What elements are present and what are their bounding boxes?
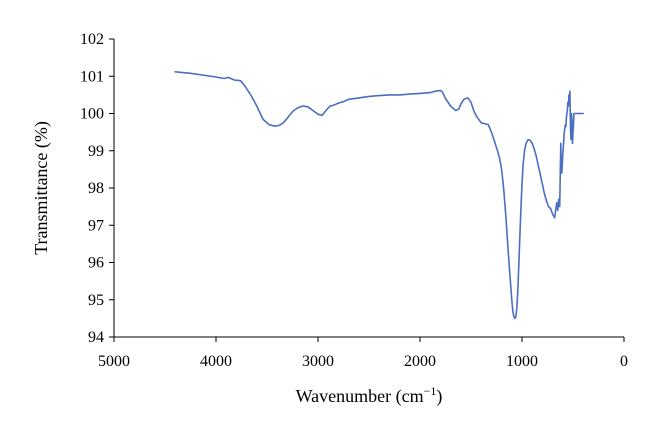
x-tick-label: 3000 (302, 353, 334, 370)
y-tick-label: 97 (88, 217, 104, 234)
y-tick-label: 98 (88, 180, 104, 197)
x-axis-title: Wavenumber (cm−1) (296, 384, 443, 407)
y-tick-label: 95 (88, 292, 104, 309)
x-tick-label: 4000 (200, 353, 232, 370)
y-tick-label: 102 (80, 31, 104, 48)
y-ticks: 94 95 96 97 98 99 100 101 102 (80, 31, 114, 346)
y-tick-label: 101 (80, 68, 104, 85)
x-axis-title-text: Wavenumber (cm (296, 386, 424, 407)
y-tick-label: 96 (88, 255, 104, 272)
y-axis-title: Transmittance (%) (31, 121, 52, 255)
y-tick-label: 99 (88, 143, 104, 160)
x-axis-title-superscript: −1 (424, 384, 437, 398)
transmittance-series-line (174, 71, 584, 320)
x-ticks: 5000 4000 3000 2000 1000 0 (98, 337, 628, 370)
x-axis: 5000 4000 3000 2000 1000 0 (98, 336, 628, 370)
x-tick-label: 5000 (98, 353, 130, 370)
x-tick-label: 1000 (506, 353, 538, 370)
y-tick-label: 100 (80, 106, 104, 123)
y-axis: 94 95 96 97 98 99 100 101 102 (80, 31, 115, 346)
y-tick-label: 94 (88, 329, 104, 346)
x-axis-title-close: ) (436, 386, 442, 407)
x-tick-label: 0 (620, 353, 628, 370)
x-tick-label: 2000 (404, 353, 436, 370)
